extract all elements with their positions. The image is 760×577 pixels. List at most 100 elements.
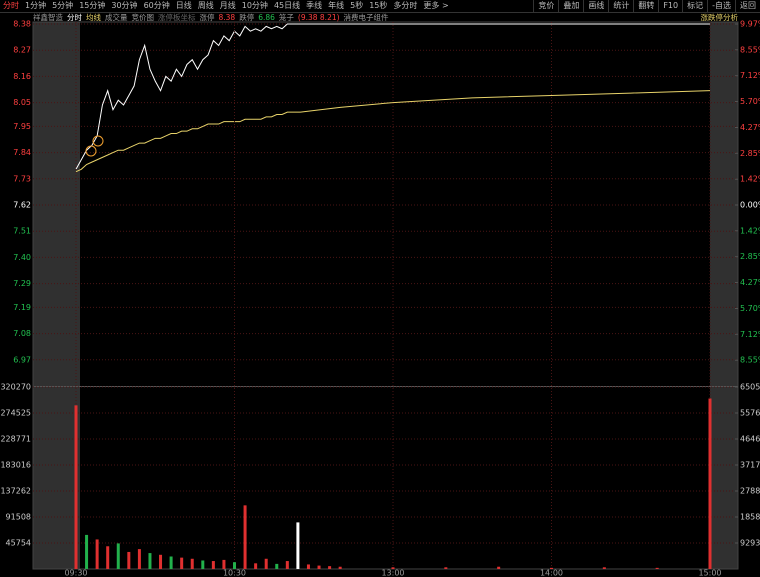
header-item: 竞价图 (131, 13, 155, 22)
action-tab[interactable]: F10 (658, 0, 682, 12)
action-tab[interactable]: 叠加 (558, 0, 583, 12)
volume-bar (264, 558, 268, 569)
cage-label: 笼子 (278, 13, 294, 22)
chart-header: 祥鑫智造 分时 均线 成交量 竞价图 涨停板坐标 涨停 8.38 跌停 6.86… (33, 13, 738, 23)
y-tick-label: 8.05 (13, 98, 31, 107)
volume-bar (655, 567, 659, 569)
y2-tick-label: 4.27% (740, 123, 760, 132)
period-tab[interactable]: 5秒 (350, 1, 364, 10)
period-tab[interactable]: 10分钟 (241, 1, 268, 10)
action-tab[interactable]: 统计 (608, 0, 633, 12)
period-tabs: 分时 1分钟 5分钟 15分钟 30分钟 60分钟 日线 周线 月线 10分钟 45日线 季线 年线 5秒… (0, 0, 452, 12)
volume-bar (190, 558, 194, 569)
y-tick-label: 137262 (0, 486, 31, 495)
period-tab[interactable]: 15秒 (369, 1, 388, 10)
stock-name: 祥鑫智造 (33, 13, 63, 22)
period-tab[interactable]: 更多 > (423, 1, 449, 10)
y-tick-label: 7.73 (13, 174, 31, 183)
period-tab[interactable]: 60分钟 (143, 1, 170, 10)
x-tick-label: 15:00 (698, 569, 721, 577)
y-tick-label: 7.19 (13, 303, 31, 312)
y2-tick-label: 278815 (740, 486, 760, 495)
period-tab[interactable]: 周线 (197, 1, 214, 10)
volume-bar (285, 561, 289, 569)
y-tick-label: 8.38 (13, 20, 31, 29)
y2-tick-label: 557629 (740, 409, 760, 418)
period-tab[interactable]: 15分钟 (79, 1, 106, 10)
action-tabs: 竞价 叠加 画线 统计 翻转 F10 标记 -自选 返回 (533, 0, 760, 12)
header-item: 成交量 (105, 13, 128, 22)
y-tick-label: 228771 (0, 434, 31, 443)
period-tab[interactable]: 季线 (306, 1, 323, 10)
closing-shade (710, 22, 738, 569)
volume-bar (137, 549, 141, 569)
period-tab[interactable]: 分时 (3, 1, 19, 10)
volume-bar (550, 567, 553, 569)
y-tick-label: 8.27 (13, 46, 31, 55)
y-tick-label: 7.84 (13, 148, 31, 157)
volume-bar (444, 567, 448, 569)
volume-bar (254, 563, 258, 569)
y2-tick-label: 8.55% (740, 356, 760, 365)
volume-bar (95, 539, 99, 569)
action-tab[interactable]: 返回 (735, 0, 760, 12)
y-tick-label: 7.62 (13, 201, 31, 210)
y-tick-label: 274525 (0, 408, 31, 417)
period-tab[interactable]: 5分钟 (52, 1, 74, 10)
y-tick-label: 45754 (6, 538, 31, 547)
limit-down-label: 跌停 (239, 13, 255, 22)
x-tick-label: 10:30 (223, 569, 246, 577)
y-tick-label: 183016 (0, 460, 31, 469)
limit-down: 6.86 (258, 13, 275, 22)
period-tab[interactable]: 45日线 (273, 1, 301, 10)
x-tick-label: 14:00 (540, 569, 563, 577)
volume-bar (317, 565, 321, 569)
y2-tick-label: 5.70% (740, 304, 760, 313)
volume-bar (201, 560, 205, 569)
action-tab[interactable]: 竞价 (533, 0, 558, 12)
y2-tick-label: 650568 (740, 383, 760, 392)
volume-bar (306, 564, 310, 569)
volume-bar (243, 505, 247, 569)
period-tab[interactable]: 多分时 (393, 1, 418, 10)
period-tab[interactable]: 日线 (175, 1, 192, 10)
pre-market-shade (33, 22, 80, 569)
volume-bar (328, 566, 332, 569)
volume-bar (211, 561, 215, 569)
volume-bar (159, 554, 163, 569)
action-tab[interactable]: -自选 (707, 0, 735, 12)
y2-tick-label: 4.27% (740, 278, 760, 287)
volume-bar (497, 566, 501, 569)
header-item: 均线 (86, 13, 101, 22)
y2-tick-label: 2.85% (740, 252, 760, 261)
y2-tick-label: 7.12% (740, 330, 760, 339)
period-tab[interactable]: 30分钟 (111, 1, 138, 10)
y2-tick-label: 1.42% (740, 226, 760, 235)
period-tab[interactable]: 1分钟 (25, 1, 47, 10)
action-tab[interactable]: 标记 (682, 0, 707, 12)
limit-up-label: 涨停 (199, 13, 215, 22)
volume-bar (391, 567, 395, 569)
volume-bar (127, 551, 131, 569)
volume-bar (708, 398, 712, 569)
action-tab[interactable]: 翻转 (633, 0, 658, 12)
signal-icon (92, 135, 104, 147)
cage: (9.38 8.21) (297, 13, 340, 22)
limit-analysis-link[interactable]: 涨跌停分析 (700, 13, 739, 22)
x-tick-label: 09:30 (64, 569, 87, 577)
y-tick-label: 7.29 (13, 279, 31, 288)
period-tab[interactable]: 年线 (328, 1, 345, 10)
volume-bar (169, 556, 173, 569)
volume-bar (180, 557, 184, 569)
y-tick-label: 91508 (6, 512, 31, 521)
y2-tick-label: 8.55% (740, 45, 760, 54)
volume-bar (222, 559, 226, 569)
frame (32, 21, 739, 570)
period-tab[interactable]: 月线 (219, 1, 236, 10)
y2-tick-label: 371753 (740, 461, 760, 470)
volume-bar (338, 566, 342, 569)
y-tick-label: 6.97 (13, 355, 31, 364)
y2-tick-label: 7.12% (740, 71, 760, 80)
action-tab[interactable]: 画线 (583, 0, 608, 12)
